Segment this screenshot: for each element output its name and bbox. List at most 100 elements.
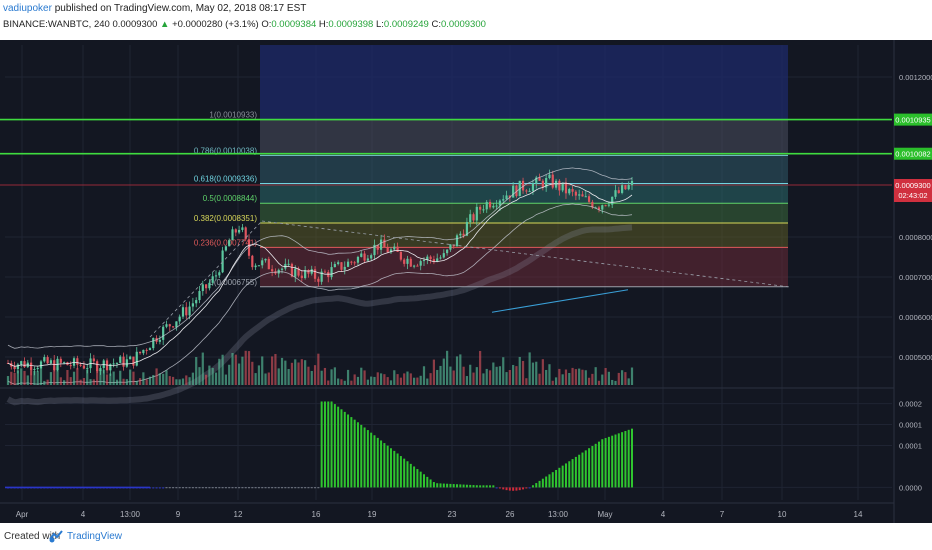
- oscillator-bar: [314, 487, 317, 489]
- oscillator-bar: [238, 487, 241, 489]
- fib-level-label: 0.382(0.0008351): [194, 214, 258, 223]
- volume-bar: [581, 369, 584, 385]
- oscillator-bar: [323, 401, 326, 488]
- candle-body: [386, 247, 389, 253]
- oscillator-bar: [614, 434, 617, 488]
- volume-bar: [145, 379, 148, 385]
- candle-body: [535, 177, 538, 184]
- candle-body: [607, 204, 610, 206]
- oscillator-bar: [535, 483, 538, 488]
- volume-bar: [43, 380, 46, 385]
- candle-body: [119, 356, 122, 363]
- author-link[interactable]: vadiupoker: [3, 3, 52, 14]
- oscillator-bar: [426, 476, 429, 488]
- volume-bar: [135, 380, 138, 385]
- volume-bar: [280, 357, 284, 385]
- chart-area[interactable]: 1(0.0010933) 0.786(0.0010038) 0.618(0.0009…: [0, 40, 932, 523]
- volume-bar: [620, 370, 624, 385]
- candle-body: [158, 339, 161, 342]
- candle-body: [49, 360, 53, 364]
- volume-bar: [363, 370, 366, 385]
- volume-bar: [630, 367, 634, 385]
- candle-body: [53, 360, 56, 371]
- volume-bar: [436, 369, 439, 385]
- volume-bar: [337, 378, 340, 385]
- candle-body: [244, 227, 247, 240]
- volume-bar: [323, 367, 327, 385]
- volume-bar: [228, 364, 231, 385]
- volume-bar: [320, 370, 323, 385]
- symbol-name[interactable]: BINANCE:WANBTC, 240: [3, 19, 110, 30]
- volume-bar: [561, 374, 564, 385]
- long-ma-line: [491, 289, 629, 313]
- volume-bar: [165, 370, 168, 385]
- oscillator-bar: [459, 484, 462, 488]
- oscillator-bar: [224, 487, 227, 489]
- volume-bar: [313, 365, 317, 385]
- oscillator-bar: [307, 487, 310, 489]
- candle-body: [178, 316, 181, 322]
- candle-body: [307, 270, 310, 274]
- volume-bar: [264, 373, 267, 385]
- volume-bar: [343, 380, 346, 385]
- volume-bar: [406, 371, 409, 385]
- volume-bar: [254, 373, 257, 385]
- candle-body: [43, 357, 46, 362]
- volume-bar: [607, 371, 610, 385]
- volume-bar: [132, 371, 135, 385]
- candle-body: [350, 261, 353, 263]
- oscillator-bar: [168, 487, 171, 489]
- tradingview-brand-link[interactable]: TradingView: [67, 531, 123, 542]
- candle-body: [617, 190, 620, 193]
- oscillator-bar: [502, 487, 505, 490]
- volume-bar: [353, 374, 356, 385]
- close-label: C:: [431, 19, 441, 30]
- candle-body: [20, 361, 23, 365]
- oscillator-bar: [624, 430, 627, 488]
- candle-body: [148, 348, 152, 351]
- volume-bar: [568, 372, 571, 385]
- candle-body: [363, 253, 366, 261]
- candle-body: [23, 361, 26, 368]
- volume-bar: [422, 366, 426, 385]
- candle-body: [442, 253, 445, 258]
- volume-bar: [548, 364, 551, 385]
- candle-body: [475, 206, 478, 221]
- volume-bar: [6, 376, 10, 385]
- volume-bar: [152, 374, 155, 385]
- price-chart[interactable]: 1(0.0010933) 0.786(0.0010038) 0.618(0.0009…: [0, 40, 932, 523]
- open-label: O:: [261, 19, 272, 30]
- volume-bar: [432, 359, 436, 385]
- candle-body: [564, 182, 568, 194]
- volume-bar: [102, 369, 105, 385]
- candle-body: [39, 361, 43, 369]
- oscillator-bar: [248, 487, 251, 489]
- x-tick-label: 14: [854, 510, 863, 519]
- candle-body: [488, 201, 492, 208]
- candle-body: [492, 205, 495, 208]
- oscillator-bar: [380, 440, 383, 488]
- volume-bar: [191, 372, 194, 385]
- oscillator-bar: [360, 424, 363, 488]
- oscillator-bar: [489, 485, 492, 488]
- volume-bar: [449, 366, 452, 385]
- volume-bar: [525, 378, 528, 385]
- oscillator-bar: [267, 487, 270, 489]
- oscillator-bar: [234, 487, 237, 489]
- oscillator-bar: [297, 487, 300, 489]
- oscillator-bar: [185, 487, 188, 489]
- oscillator-bar: [419, 471, 422, 488]
- volume-bar: [155, 368, 158, 385]
- candle-body: [389, 249, 393, 253]
- oscillator-bar: [538, 480, 541, 488]
- oscillator-bar: [294, 487, 297, 489]
- candle-body: [545, 178, 548, 188]
- candle-body: [412, 265, 416, 267]
- candle-body: [528, 190, 531, 192]
- oscillator-bar: [571, 459, 574, 488]
- volume-bar: [99, 369, 102, 385]
- oscillator-bar: [528, 487, 531, 489]
- oscillator-bar: [525, 487, 528, 489]
- candle-body: [135, 351, 138, 366]
- volume-bar: [33, 370, 36, 385]
